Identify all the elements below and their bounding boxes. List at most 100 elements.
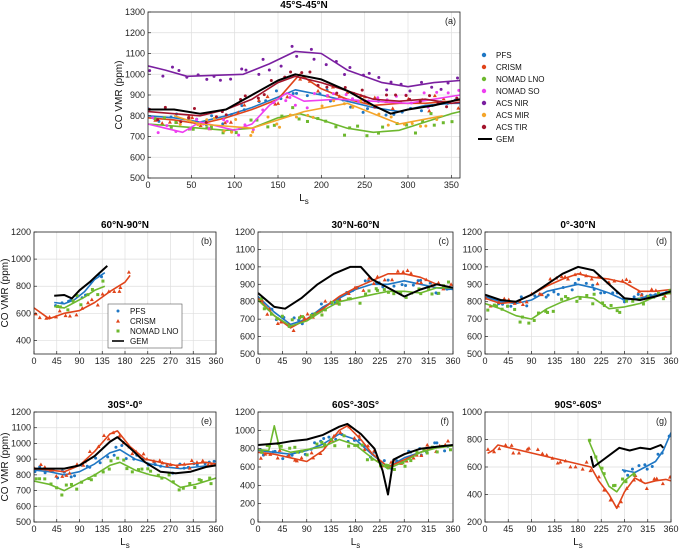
marker-nomad-lno (293, 445, 297, 449)
marker-nomad-lno (320, 440, 324, 444)
marker-acs-nir (439, 87, 443, 91)
series-acs-mir (173, 99, 443, 137)
marker-crism (38, 462, 43, 467)
y-tick-label: 800 (467, 297, 482, 307)
marker-pfs (570, 288, 574, 292)
marker-nomad-lno (560, 297, 564, 301)
marker-crism (390, 106, 395, 111)
marker-acs-nir (161, 74, 165, 78)
marker-nomad-lno (409, 459, 413, 463)
marker-crism (116, 319, 120, 323)
marker-pfs (120, 444, 124, 448)
marker-acs-nir (430, 85, 434, 89)
series-nomad-lno (587, 438, 636, 493)
marker-crism (117, 289, 122, 293)
marker-acs-nir (456, 76, 460, 80)
y-tick-label: 700 (467, 314, 482, 324)
legend-entry: NOMAD LNO (496, 75, 544, 84)
marker-acs-tir (224, 113, 228, 117)
y-tick-label: 800 (467, 435, 482, 445)
marker-nomad-lno (370, 457, 374, 461)
marker-acs-nir (240, 67, 244, 71)
legend-swatch-acs-nir (481, 100, 487, 106)
marker-acs-nir (148, 69, 152, 73)
marker-acs-nir (244, 68, 248, 72)
marker-crism (141, 451, 146, 456)
marker-acs-nir (367, 71, 371, 75)
marker-pfs (656, 452, 660, 456)
marker-nomad-lno (343, 133, 347, 137)
y-tick-label: 900 (16, 454, 31, 464)
y-tick-label: 700 (130, 132, 145, 142)
x-tick-label: 135 (95, 524, 110, 534)
marker-nomad-lno (668, 288, 671, 292)
marker-nomad-lno (249, 118, 253, 122)
marker-crism (409, 271, 414, 275)
marker-nomad-lno (333, 444, 337, 448)
marker-acs-nir (229, 77, 233, 81)
marker-nomad-lno (160, 476, 164, 480)
marker-nomad-lno (96, 293, 100, 297)
marker-acs-tir (163, 105, 167, 109)
marker-crism (449, 282, 453, 286)
marker-pfs (295, 91, 299, 95)
marker-nomad-lno (49, 482, 53, 486)
series-gem-line (258, 422, 453, 496)
panel-label: (e) (201, 416, 212, 426)
marker-crism (175, 464, 180, 469)
marker-nomad-lno (101, 279, 105, 283)
marker-crism (167, 120, 172, 124)
marker-nomad-lno (417, 287, 421, 291)
marker-nomad-so (288, 96, 292, 100)
legend-entry: NOMAD SO (496, 87, 540, 96)
marker-acs-nir (309, 47, 313, 51)
marker-crism (559, 274, 564, 279)
series-pfs (621, 432, 671, 477)
marker-nomad-lno (89, 478, 93, 482)
marker-nomad-lno (356, 443, 360, 447)
x-tick-label: 250 (357, 180, 372, 190)
x-tick-label: 225 (594, 524, 609, 534)
legend-swatch-nomad-lno (481, 76, 487, 82)
marker-acs-tir (316, 83, 320, 87)
x-tick-label: 100 (227, 180, 242, 190)
x-tick-label: 45 (503, 356, 513, 366)
x-tick-label: 0 (255, 524, 260, 534)
marker-crism (411, 455, 416, 460)
marker-crism (526, 446, 531, 450)
marker-crism (309, 450, 314, 455)
marker-acs-nir (312, 57, 316, 61)
marker-nomad-lno (432, 123, 436, 127)
marker-acs-tir (335, 91, 339, 95)
series-acs-mir-line (173, 102, 443, 129)
marker-pfs (313, 441, 317, 445)
series-nomad-lno-line (258, 287, 453, 327)
marker-acs-mir (278, 125, 282, 129)
series-pfs-line (54, 272, 106, 305)
marker-crism (509, 443, 514, 447)
y-tick-label: 400 (467, 490, 482, 500)
marker-crism (318, 451, 323, 456)
x-tick-label: 270 (397, 356, 412, 366)
panel-label: (b) (201, 236, 212, 246)
marker-acs-tir (445, 105, 449, 109)
marker-crism (242, 102, 247, 107)
marker-nomad-lno (288, 446, 292, 450)
data-layer (258, 265, 453, 332)
marker-nomad-lno (334, 125, 338, 129)
x-tick-label: 45 (277, 356, 287, 366)
marker-nomad-lno (199, 478, 203, 482)
y-tick-label: 1200 (125, 28, 145, 38)
marker-acs-tir (187, 116, 191, 120)
marker-crism (372, 95, 377, 100)
marker-nomad-lno (130, 470, 134, 474)
x-tick-label: 0 (31, 356, 36, 366)
marker-crism (54, 474, 59, 478)
data-layer (34, 430, 216, 497)
marker-nomad-lno (425, 451, 429, 455)
panel-f: 0 45 90 135 180 225 270 315 360 0 200 400 600 800 1000… (235, 400, 461, 550)
marker-nomad-lno (265, 443, 269, 447)
series-gem (589, 444, 665, 468)
marker-nomad-lno (116, 329, 120, 333)
x-axis-label: Ls (120, 537, 130, 550)
